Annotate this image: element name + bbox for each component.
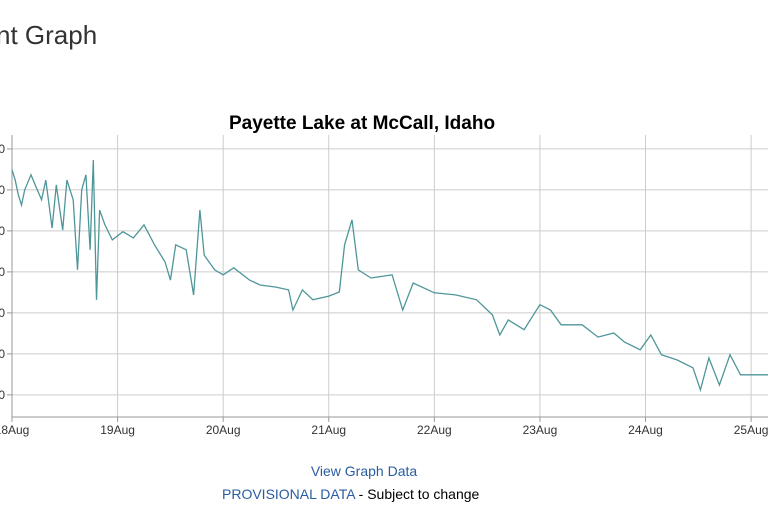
x-tick-label: 18Aug: [0, 423, 29, 437]
y-tick-label: 00: [0, 347, 5, 361]
x-tick-label: 24Aug: [628, 423, 663, 437]
y-tick-label: 00: [0, 388, 5, 402]
x-tick-label: 25Aug: [734, 423, 768, 437]
view-data-link[interactable]: View Graph Data: [311, 463, 418, 479]
y-tick-label: 00: [0, 224, 5, 238]
y-tick-label: 00: [0, 142, 5, 156]
x-tick-label: 21Aug: [311, 423, 346, 437]
provisional-link[interactable]: PROVISIONAL DATA: [222, 486, 356, 502]
data-line: [11, 159, 768, 393]
y-tick-label: 00: [0, 183, 5, 197]
y-tick-label: 00: [0, 306, 5, 320]
x-tick-label: 23Aug: [523, 423, 558, 437]
note: - Subject to change: [355, 486, 480, 502]
x-tick-label: 22Aug: [417, 423, 452, 437]
x-tick-label: 19Aug: [100, 423, 135, 437]
page-heading: nt Graph: [0, 20, 97, 50]
x-tick-label: 20Aug: [206, 423, 241, 437]
provisional-note: PROVISIONAL DATA - Subject to change: [222, 486, 480, 502]
chart-title: Payette Lake at McCall, Idaho: [229, 113, 495, 134]
y-tick-label: 00: [0, 265, 5, 279]
